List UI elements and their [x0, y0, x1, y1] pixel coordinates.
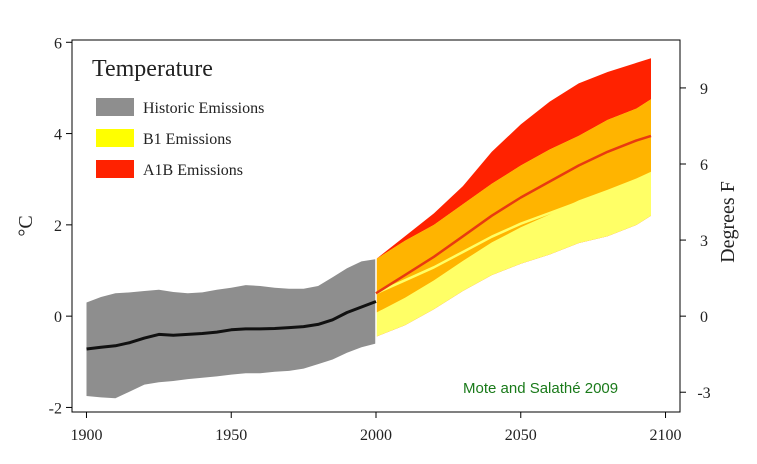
y-tick-label: 6 — [54, 35, 62, 52]
x-tick-label: 1950 — [215, 427, 247, 444]
band-layer — [86, 42, 651, 410]
x-tick-label: 1900 — [70, 427, 102, 444]
legend-label: Historic Emissions — [143, 100, 264, 117]
y-tick-label: 4 — [54, 127, 62, 144]
y-axis-right: -3 0 3 6 9 — [680, 81, 711, 402]
legend-swatch — [96, 160, 134, 178]
y-axis-left: -2 0 2 4 6 — [49, 35, 72, 417]
y2-tick-label: 0 — [700, 309, 708, 326]
x-tick-label: 2100 — [650, 427, 682, 444]
credit-text: Mote and Salathé 2009 — [463, 380, 618, 397]
legend-title: Temperature — [92, 56, 213, 82]
y-axis-title: °C — [15, 215, 37, 236]
historic-emissions-line — [86, 300, 377, 351]
x-tick-label: 2050 — [505, 427, 537, 444]
legend: Historic Emissions B1 Emissions A1B Emissi… — [96, 98, 264, 179]
x-axis: 1900 1950 2000 2050 2100 — [70, 412, 682, 444]
y2-tick-label: 3 — [700, 233, 708, 250]
legend-swatch — [96, 98, 134, 116]
legend-label: A1B Emissions — [143, 162, 243, 179]
y2-tick-label: 9 — [700, 81, 708, 98]
y-tick-label: -2 — [49, 400, 62, 417]
a1b-emissions-line — [375, 134, 652, 295]
legend-label: B1 Emissions — [143, 131, 231, 148]
legend-swatch — [96, 129, 134, 147]
y2-tick-label: 6 — [700, 157, 708, 174]
overlap-band — [376, 99, 651, 313]
y2-tick-label: -3 — [697, 385, 710, 402]
y-tick-label: 2 — [54, 218, 62, 235]
y-tick-label: 0 — [54, 309, 62, 326]
line-layer — [86, 134, 652, 351]
x-tick-label: 2000 — [360, 427, 392, 444]
y2-axis-title: Degrees F — [717, 181, 739, 263]
b1-emissions-line — [375, 186, 652, 295]
